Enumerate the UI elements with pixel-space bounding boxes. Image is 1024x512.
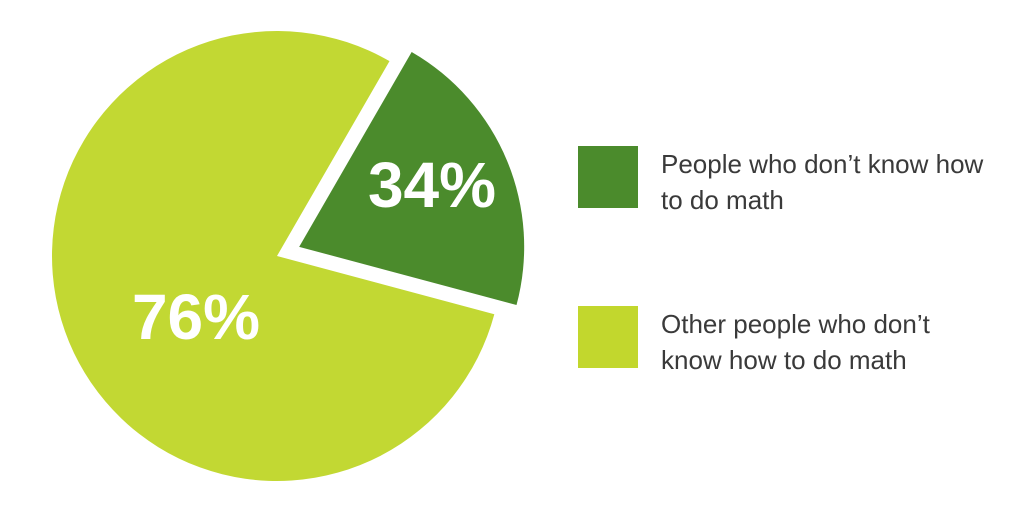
legend-item-people: People who don’t know how to do math: [578, 146, 991, 215]
pie-chart: 34% 76%: [51, 30, 525, 481]
slice-label-people: 34%: [368, 149, 496, 221]
pie-slice-other-people: [51, 30, 495, 481]
legend-swatch-people: [578, 146, 638, 208]
pie-slice-people: [299, 51, 525, 306]
legend-item-other-people: Other people who don’t know how to do ma…: [578, 306, 991, 375]
legend-label-people: People who don’t know how to do math: [661, 149, 984, 215]
legend: People who don’t know how to do math Oth…: [578, 146, 991, 375]
slice-label-other-people: 76%: [132, 281, 260, 353]
legend-swatch-other-people: [578, 306, 638, 368]
legend-label-other-people: Other people who don’t know how to do ma…: [661, 309, 930, 375]
